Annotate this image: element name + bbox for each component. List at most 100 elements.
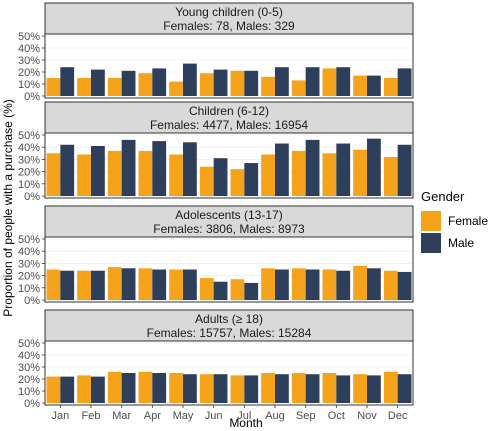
bar-male-aug <box>275 67 289 96</box>
legend-label-female: Female <box>448 214 488 228</box>
bar-male-may <box>183 142 197 196</box>
bar-male-feb <box>91 145 105 196</box>
bar-female-aug <box>261 76 275 96</box>
bar-female-sep <box>291 80 306 96</box>
panel-border <box>44 340 414 406</box>
y-tick-label: 40% <box>18 246 40 258</box>
bar-male-jun <box>213 69 228 96</box>
x-tick-label: Feb <box>82 410 101 422</box>
y-tick-label: 30% <box>18 154 40 166</box>
panel-1: Young children (0-5)Females: 78, Males: … <box>18 2 414 103</box>
y-tick-label: 40% <box>18 43 40 55</box>
bar-male-mar <box>121 268 136 300</box>
bar-male-jan <box>60 376 75 403</box>
y-tick-label: 30% <box>18 362 40 374</box>
x-tick-label: Jan <box>51 410 69 422</box>
legend: Gender Female Male <box>421 189 488 253</box>
panel-background <box>44 236 414 303</box>
x-tick-label: Aug <box>265 410 285 422</box>
facet-title: Adolescents (13-17) <box>175 208 282 222</box>
bar-female-feb <box>77 78 91 96</box>
y-tick-label: 20% <box>18 271 40 283</box>
bar-male-jun <box>213 281 228 300</box>
bar-female-jul <box>230 375 245 403</box>
panel-background <box>44 33 414 99</box>
bar-female-mar <box>107 78 122 96</box>
panel-border <box>44 236 414 303</box>
y-tick-label: 30% <box>18 55 40 67</box>
bar-female-feb <box>77 270 91 300</box>
bar-female-aug <box>261 373 275 403</box>
facet-subtitle: Females: 15757, Males: 15284 <box>147 326 312 340</box>
bar-female-nov <box>353 75 367 96</box>
y-tick-label: 30% <box>18 258 40 270</box>
bar-male-sep <box>305 269 320 300</box>
bar-female-may <box>169 154 183 196</box>
bar-female-mar <box>107 150 122 196</box>
y-tick-label: 10% <box>18 79 40 91</box>
bar-male-may <box>183 374 197 403</box>
bar-female-sep <box>291 373 306 403</box>
bar-male-aug <box>275 374 289 403</box>
y-tick-label: 10% <box>18 386 40 398</box>
bar-male-dec <box>397 144 412 196</box>
bar-male-oct <box>336 270 351 300</box>
bar-male-jan <box>60 144 75 196</box>
bar-female-jul <box>230 70 245 96</box>
x-tick-label: Mar <box>112 410 131 422</box>
bar-male-nov <box>367 138 381 196</box>
bar-female-oct <box>322 68 337 96</box>
bar-male-nov <box>367 375 381 403</box>
bar-female-jun <box>199 374 214 403</box>
bar-male-jul <box>244 375 259 403</box>
y-tick-label: 40% <box>18 142 40 154</box>
y-tick-label: 20% <box>18 374 40 386</box>
bar-male-oct <box>336 375 351 403</box>
bar-male-jan <box>60 270 75 300</box>
bar-male-apr <box>152 269 167 300</box>
x-tick-label: Nov <box>357 410 377 422</box>
x-tick-label: Sep <box>296 410 316 422</box>
panel-3: Adolescents (13-17)Females: 3806, Males:… <box>18 205 414 307</box>
y-tick-label: 0% <box>24 191 40 203</box>
bar-male-jul <box>244 282 259 300</box>
bar-male-jul <box>244 163 259 196</box>
bar-female-aug <box>261 268 275 300</box>
bar-female-apr <box>138 371 153 403</box>
bar-female-jul <box>230 279 245 300</box>
panel-2: Children (6-12)Females: 4477, Males: 169… <box>18 101 414 203</box>
bar-male-may <box>183 63 197 96</box>
bar-female-apr <box>138 268 153 300</box>
facet-strip <box>44 205 414 238</box>
x-tick-label: Jul <box>237 410 251 422</box>
y-tick-label: 20% <box>18 67 40 79</box>
bar-male-dec <box>397 68 412 96</box>
bar-male-feb <box>91 376 105 403</box>
bar-male-feb <box>91 270 105 300</box>
bar-female-oct <box>322 153 337 196</box>
y-tick-label: 50% <box>18 31 40 43</box>
bar-female-aug <box>261 154 275 196</box>
bar-male-jun <box>213 374 228 403</box>
facet-strip <box>44 2 414 35</box>
bar-female-apr <box>138 150 153 196</box>
bar-female-dec <box>383 270 398 300</box>
legend-label-male: Male <box>448 236 474 250</box>
panel-border <box>44 132 414 199</box>
bar-male-aug <box>275 143 289 196</box>
bar-female-jul <box>230 169 245 196</box>
y-tick-label: 0% <box>24 295 40 307</box>
bar-female-jan <box>46 153 61 196</box>
bar-female-nov <box>353 149 367 196</box>
bar-male-nov <box>367 268 381 300</box>
y-tick-label: 10% <box>18 283 40 295</box>
x-tick-label: May <box>173 410 194 422</box>
legend-title: Gender <box>421 189 465 204</box>
bar-male-oct <box>336 67 351 96</box>
bar-female-jan <box>46 269 61 300</box>
facet-title: Adults (≥ 18) <box>195 312 263 326</box>
bar-female-jun <box>199 73 214 96</box>
bar-male-dec <box>397 271 412 300</box>
bar-male-jul <box>244 70 259 96</box>
bar-male-jun <box>213 158 228 196</box>
